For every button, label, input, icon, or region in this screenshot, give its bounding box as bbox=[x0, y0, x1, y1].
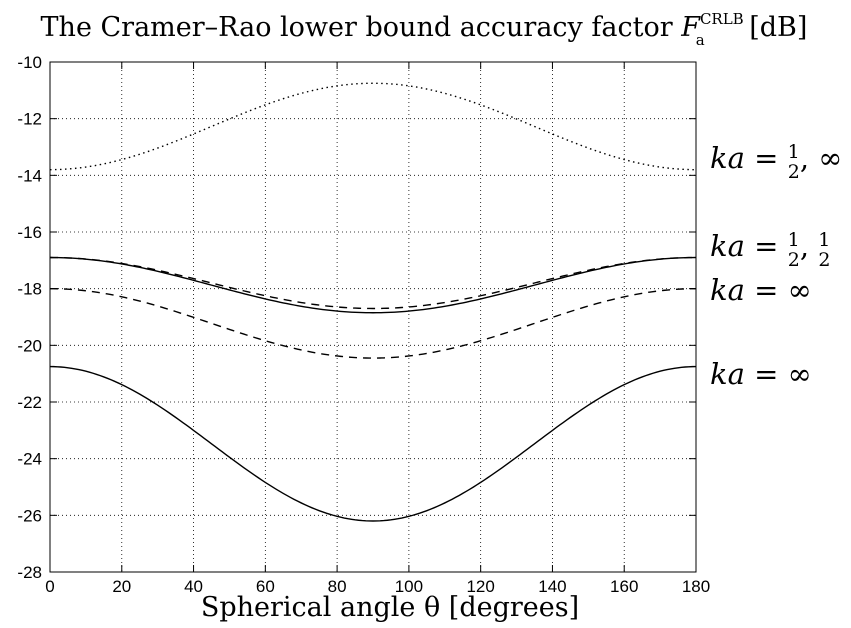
chart-title: The Cramer–Rao lower bound accuracy fact… bbox=[41, 10, 808, 49]
chart-title-symbol: F bbox=[680, 12, 701, 43]
x-tick-label: 140 bbox=[538, 577, 566, 596]
annotation-ka-half-infinity: ka = 1 2, ∞ bbox=[710, 141, 842, 183]
y-tick-label: -10 bbox=[17, 53, 42, 72]
x-tick-label: 180 bbox=[682, 577, 710, 596]
y-tick-labels: -10 -12 -14 -16 -18 -20 -22 -24 -26 -28 bbox=[17, 53, 42, 582]
y-tick-label: -20 bbox=[17, 336, 42, 355]
annotation-ka-infinity-1: ka = ∞ bbox=[710, 273, 812, 307]
y-tick-label: -28 bbox=[17, 563, 42, 582]
series-line-1-dotted bbox=[49, 82, 697, 171]
x-tick-label: 40 bbox=[184, 577, 203, 596]
series-group bbox=[49, 82, 697, 522]
y-tick-label: -26 bbox=[17, 506, 42, 525]
x-tick-label: 20 bbox=[112, 577, 131, 596]
x-tick-label: 60 bbox=[256, 577, 275, 596]
x-tick-label: 120 bbox=[466, 577, 494, 596]
y-tick-label: -22 bbox=[17, 393, 42, 412]
series-line-2-dashed bbox=[49, 256, 697, 310]
annotation-ka-infinity-2: ka = ∞ bbox=[710, 357, 812, 391]
chart-title-suffix: [dB] bbox=[741, 12, 808, 43]
y-tick-label: -16 bbox=[17, 223, 42, 242]
chart-title-prefix: The Cramer–Rao lower bound accuracy fact… bbox=[41, 12, 682, 43]
series-line-3-solid bbox=[49, 256, 697, 314]
x-tick-label: 100 bbox=[395, 577, 423, 596]
x-tick-label: 80 bbox=[328, 577, 347, 596]
x-tick-label: 160 bbox=[610, 577, 638, 596]
x-tick-label: 0 bbox=[45, 577, 54, 596]
x-axis-label: Spherical angle θ [degrees] bbox=[201, 592, 579, 623]
series-line-5-solid bbox=[49, 365, 697, 522]
x-tick-labels: 0 20 40 60 80 100 120 140 160 180 bbox=[45, 577, 710, 596]
chart-title-superscript: CRLB bbox=[700, 10, 744, 28]
y-tick-label: -24 bbox=[17, 450, 42, 469]
grid bbox=[50, 62, 696, 572]
ticks bbox=[49, 61, 697, 573]
chart-title-subscript: a bbox=[696, 31, 705, 49]
series-line-4-dashed bbox=[49, 287, 697, 359]
y-tick-label: -12 bbox=[17, 110, 42, 129]
y-tick-label: -18 bbox=[17, 280, 42, 299]
plot-frame bbox=[49, 61, 697, 573]
y-tick-label: -14 bbox=[17, 166, 42, 185]
